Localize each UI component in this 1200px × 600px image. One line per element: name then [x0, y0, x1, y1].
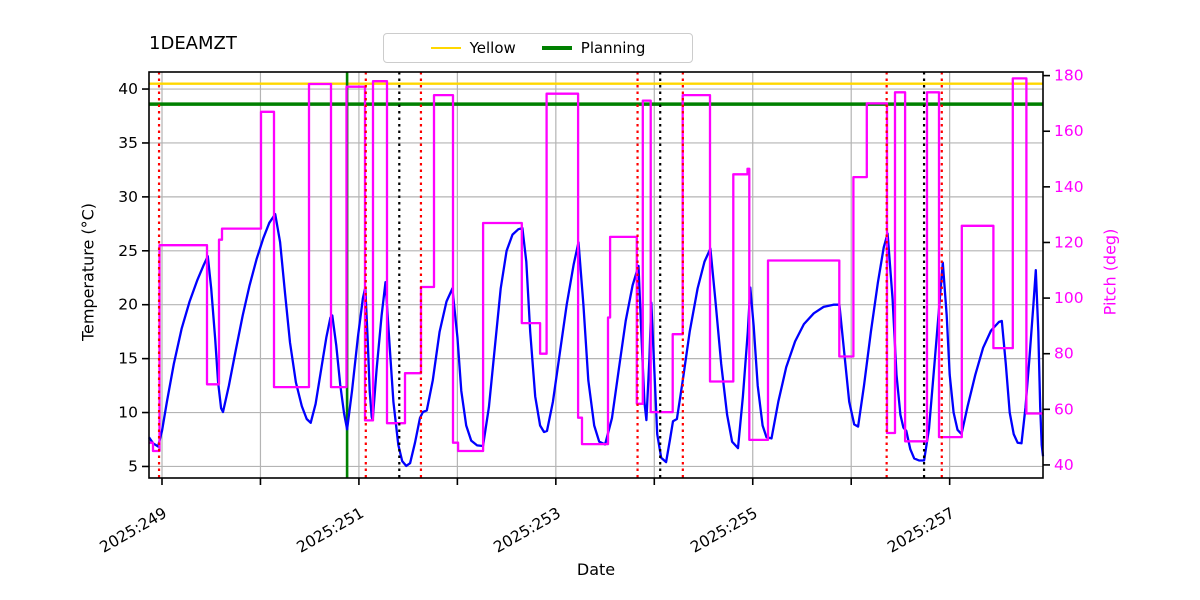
date-tick-label: 2025:251 — [294, 504, 367, 557]
legend-item-yellow: Yellow — [430, 39, 516, 57]
legend-label-yellow: Yellow — [469, 39, 516, 57]
temp-tick-label: 10 — [118, 404, 138, 422]
legend: Yellow Planning — [383, 33, 693, 63]
date-tick-label: 2025:255 — [687, 504, 760, 557]
date-tick-label: 2025:257 — [884, 504, 957, 557]
temp-tick-label: 40 — [118, 80, 138, 98]
temperature-path — [148, 212, 1045, 468]
date-tick-label: 2025:249 — [97, 504, 170, 557]
pitch-path — [149, 77, 1043, 453]
limit-lines — [149, 82, 1043, 106]
x-axis-label-date: Date — [576, 560, 616, 579]
temp-tick-label: 20 — [118, 296, 138, 314]
temp-tick-label: 5 — [128, 457, 138, 475]
legend-item-planning: Planning — [541, 39, 646, 57]
planning-limit-swatch — [541, 46, 572, 50]
tick-marks — [142, 74, 1050, 485]
temperature-series-line — [148, 212, 1045, 468]
pitch-tick-label: 120 — [1054, 233, 1084, 251]
pitch-tick-label: 80 — [1054, 345, 1074, 363]
pitch-series-line — [149, 77, 1043, 453]
dotted-marker-lines — [157, 72, 943, 478]
gridlines — [149, 72, 1043, 478]
temp-tick-label: 15 — [118, 350, 138, 368]
chart-title: 1DEAMZT — [149, 33, 237, 54]
plot-border — [148, 71, 1044, 479]
pitch-tick-label: 100 — [1054, 289, 1084, 307]
y-axis-label-pitch: Pitch (deg) — [1100, 228, 1120, 316]
pitch-tick-label: 40 — [1054, 456, 1074, 474]
temp-tick-label: 35 — [118, 134, 138, 152]
temp-tick-label: 25 — [118, 242, 138, 260]
pitch-tick-label: 140 — [1054, 178, 1084, 196]
date-tick-label: 2025:253 — [491, 504, 564, 557]
temp-tick-label: 30 — [118, 188, 138, 206]
pitch-tick-label: 160 — [1054, 122, 1084, 140]
y-axis-label-temperature: Temperature (°C) — [78, 202, 98, 342]
legend-label-planning: Planning — [580, 39, 646, 57]
yellow-limit-swatch — [430, 47, 461, 49]
pitch-tick-label: 60 — [1054, 400, 1074, 418]
pitch-tick-label: 180 — [1054, 67, 1084, 85]
axes-spines — [148, 71, 1044, 479]
